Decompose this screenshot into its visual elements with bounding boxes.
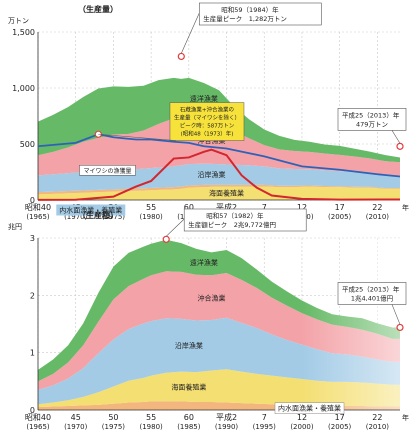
x-tick-sublabel: (1995) <box>253 423 277 431</box>
area-inland <box>38 184 400 195</box>
x-tick-sublabel: (1980) <box>139 423 163 431</box>
latest-marker <box>396 323 404 332</box>
chart-title: （生産量） <box>78 4 118 14</box>
unit-peak-box-line: 生産量（マイワシを除く） <box>174 114 240 122</box>
latest-pointer <box>391 304 401 325</box>
peak-callout <box>183 208 307 232</box>
peak-line1: 昭和59（1984）年 <box>221 5 279 14</box>
peak-line2: 生産量ピーク 1,282万トン <box>203 14 287 23</box>
x-tick-sublabel: (2005) <box>328 213 352 221</box>
y-tick-label: 0 <box>30 196 35 205</box>
latest-line2: 1兆4,401億円 <box>351 293 393 302</box>
y-tick-label: 500 <box>20 140 35 149</box>
latest-callout <box>337 282 407 305</box>
series-label: 内水面漁業・養殖業 <box>59 205 122 214</box>
x-tick-label: 平成2 <box>216 202 237 212</box>
x-tick-sublabel: (1965) <box>26 213 50 221</box>
series-label: 沖合漁業 <box>197 294 225 303</box>
x-tick-sublabel: (1970) <box>64 213 88 221</box>
area-coastal <box>38 317 400 405</box>
y-tick-label: 2 <box>30 291 35 300</box>
fade-overlay <box>301 238 400 410</box>
y-tick-label: 1 <box>30 349 35 358</box>
peak-line2: 生産額ピーク 2兆9,772億円 <box>188 220 276 229</box>
y-tick-label: 1,000 <box>12 84 35 93</box>
x-tick-sublabel: (1970) <box>64 423 88 431</box>
line-unit <box>37 133 401 178</box>
series-label: 遠洋漁業 <box>190 258 218 267</box>
x-axis-unit: 年 <box>402 203 409 212</box>
series-label: 沿岸漁業 <box>175 341 203 350</box>
latest-callout <box>337 108 407 131</box>
x-tick-label: 12 <box>297 413 307 422</box>
series-label: 遠洋漁業 <box>190 94 218 103</box>
x-tick-label: 7 <box>262 413 267 422</box>
x-tick-sublabel: (1975) <box>102 423 126 431</box>
chart-production-value: （生産額）兆円0123昭和40(1965)45(1970)50(1975)55(… <box>8 208 409 431</box>
series-label-box <box>274 402 345 414</box>
y-tick-label: 1,500 <box>12 28 35 37</box>
x-tick-sublabel: (2010) <box>366 213 390 221</box>
unit-peak-box-line: (昭和48（1973）年) <box>181 130 234 138</box>
x-tick-label: 昭和40 <box>25 203 51 212</box>
sardine-label: マイワシの漁獲量 <box>83 167 131 175</box>
unit-peak-box-line: 石蔵漁業+沖合漁業の <box>180 106 234 114</box>
peak-marker <box>162 235 170 243</box>
series-label: 海面養殖業 <box>209 189 244 198</box>
x-tick-label: 22 <box>372 203 382 212</box>
chart-production-volume: （生産量）万トン05001,0001,500昭和40(1965)45(1970)… <box>8 2 409 221</box>
latest-marker <box>396 142 404 150</box>
peak-pointer <box>166 218 185 237</box>
chart-title: （生産額） <box>78 210 118 220</box>
x-tick-label: 50 <box>108 413 118 422</box>
latest-pointer <box>391 130 401 144</box>
y-tick-label: 0 <box>30 406 35 415</box>
peak-line1: 昭和57（1982）年 <box>206 211 264 220</box>
latest-line1: 平成25（2013）年 <box>342 110 400 119</box>
x-tick-label: 平成2 <box>216 412 237 422</box>
area-offshore <box>38 239 400 382</box>
x-axis-unit: 年 <box>402 413 409 422</box>
y-axis-unit: 兆円 <box>8 222 22 231</box>
peak-callout <box>198 2 322 26</box>
x-tick-sublabel: (1975) <box>102 213 126 221</box>
unit-peak-box <box>169 102 245 141</box>
area-coastal_offshore <box>38 271 400 390</box>
x-tick-sublabel: (1980) <box>139 213 163 221</box>
x-tick-sublabel: (2005) <box>328 423 352 431</box>
series-label-box <box>56 204 126 216</box>
latest-line2: 479万トン <box>356 120 388 128</box>
x-tick-sublabel: (1990) <box>215 423 239 431</box>
y-tick-label: 3 <box>30 234 35 243</box>
x-tick-label: 22 <box>372 413 382 422</box>
x-tick-label: 45 <box>71 413 81 422</box>
latest-line1: 平成25（2013）年 <box>342 284 400 293</box>
x-tick-sublabel: (1965) <box>26 423 50 431</box>
x-tick-sublabel: (2000) <box>290 423 314 431</box>
area-coastal_offshore <box>38 113 400 176</box>
x-tick-label: 60 <box>184 413 194 422</box>
peak-pointer <box>181 12 200 54</box>
peak-marker <box>177 52 185 61</box>
x-tick-label: 60 <box>184 203 194 212</box>
unit-peak-pointer <box>98 134 176 141</box>
x-tick-label: 55 <box>146 413 156 422</box>
line-sardine <box>37 148 401 201</box>
x-tick-label: 17 <box>335 413 345 422</box>
area-aquaculture <box>38 186 400 200</box>
x-tick-label: 17 <box>335 203 345 212</box>
x-tick-sublabel: (2010) <box>366 423 390 431</box>
series-label: 沿岸漁業 <box>197 170 225 179</box>
series-label: 内水面漁業・養殖業 <box>278 404 341 413</box>
unit-peak-box-line: ピーク時：587万トン <box>180 122 235 130</box>
x-tick-sublabel: (1985) <box>177 423 201 431</box>
series-label: 海面養殖業 <box>171 382 206 391</box>
x-tick-label: 12 <box>297 203 307 212</box>
x-tick-label: 55 <box>146 203 156 212</box>
y-axis-unit: 万トン <box>8 17 29 25</box>
x-tick-label: 7 <box>262 203 267 212</box>
x-tick-label: 昭和40 <box>25 413 51 422</box>
sardine-label-box <box>79 165 136 176</box>
